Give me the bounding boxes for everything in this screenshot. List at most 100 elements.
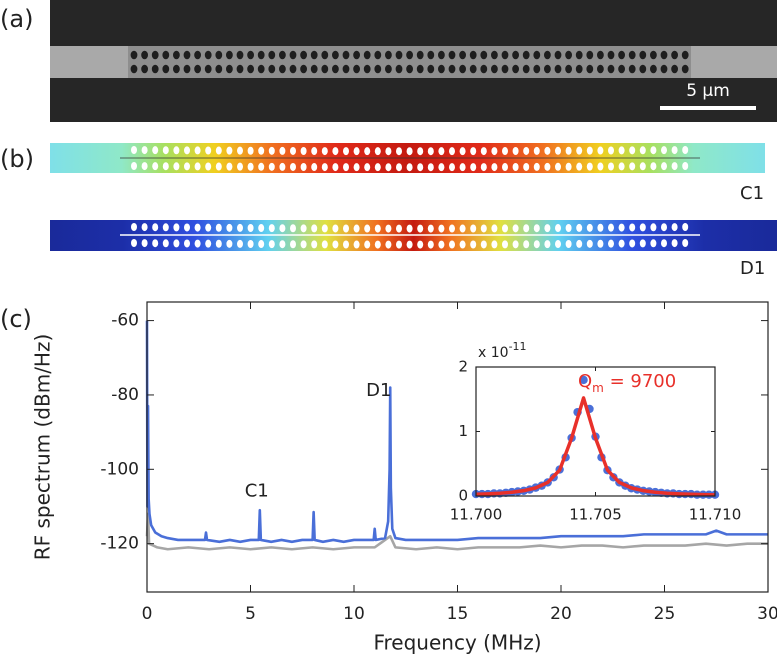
hole <box>162 239 169 248</box>
hole <box>554 50 562 60</box>
hole <box>608 239 614 248</box>
hole <box>247 50 255 60</box>
hole <box>141 64 149 74</box>
hole <box>205 223 212 232</box>
hole <box>501 50 509 60</box>
hole <box>639 239 646 248</box>
hole <box>491 240 498 249</box>
scale-bar-label: 5 µm <box>686 81 730 101</box>
hole <box>427 50 435 60</box>
y-tick-label: -60 <box>111 311 139 331</box>
hole <box>618 64 625 74</box>
hole <box>184 239 190 248</box>
hole <box>385 163 392 172</box>
hole <box>523 240 530 249</box>
hole <box>459 240 466 249</box>
hole <box>629 162 636 171</box>
hole <box>205 162 212 171</box>
hole <box>565 146 572 155</box>
hole <box>682 162 689 170</box>
hole <box>533 64 541 74</box>
hole <box>173 162 180 171</box>
hole <box>311 240 318 249</box>
hole <box>459 224 466 233</box>
hole <box>671 239 678 248</box>
hole <box>374 163 381 172</box>
hole <box>512 64 519 74</box>
hole <box>639 64 647 74</box>
hole <box>268 64 276 74</box>
hole <box>512 146 519 155</box>
hole <box>162 64 170 74</box>
hole <box>597 162 604 171</box>
hole <box>671 50 678 60</box>
hole <box>470 147 477 156</box>
x-tick-label: 15 <box>447 604 469 624</box>
hole <box>660 50 668 60</box>
hole <box>681 50 689 60</box>
hole <box>544 64 551 74</box>
hole <box>502 240 508 249</box>
hole <box>427 163 434 172</box>
hole <box>342 64 350 74</box>
hole <box>650 146 657 155</box>
hole <box>237 146 243 155</box>
hole <box>374 64 382 74</box>
hole <box>141 50 149 60</box>
hole <box>162 162 169 171</box>
hole <box>343 240 349 249</box>
mode-shapes: C1 D1 <box>50 143 777 279</box>
hole <box>385 224 392 233</box>
hole <box>586 50 594 60</box>
hole <box>374 50 382 60</box>
hole <box>321 240 328 249</box>
hole <box>449 224 455 233</box>
y-tick-label: -120 <box>100 534 139 554</box>
hole <box>417 240 424 249</box>
hole <box>247 223 254 232</box>
hole <box>279 240 286 249</box>
hole <box>586 64 594 74</box>
hole <box>268 146 275 155</box>
hole <box>162 146 169 155</box>
hole <box>290 224 296 233</box>
hole <box>533 162 540 171</box>
hole <box>502 163 508 172</box>
hole <box>470 163 477 172</box>
hole <box>533 50 541 60</box>
hole <box>321 163 328 172</box>
hole <box>618 223 625 232</box>
hole <box>682 239 689 247</box>
hole <box>417 224 424 233</box>
hole <box>448 64 456 74</box>
hole <box>395 50 403 60</box>
hole <box>512 50 519 60</box>
hole <box>502 147 508 156</box>
hole <box>184 146 190 155</box>
hole <box>469 50 477 60</box>
peak-label: C1 <box>245 481 269 502</box>
hole <box>247 239 254 248</box>
hole <box>300 146 307 155</box>
hole <box>639 223 646 232</box>
peak-label: D1 <box>366 380 391 401</box>
hole <box>565 50 572 60</box>
hole <box>141 146 148 155</box>
hole <box>427 64 435 74</box>
hole <box>321 224 328 233</box>
hole <box>321 50 329 60</box>
hole <box>141 162 148 171</box>
hole <box>417 147 424 156</box>
hole <box>194 239 201 248</box>
hole <box>449 240 455 249</box>
hole <box>300 50 307 60</box>
hole <box>449 147 455 156</box>
hole <box>469 64 477 74</box>
hole <box>194 162 201 171</box>
hole <box>289 50 297 60</box>
hole <box>332 163 339 172</box>
hole <box>438 240 445 249</box>
